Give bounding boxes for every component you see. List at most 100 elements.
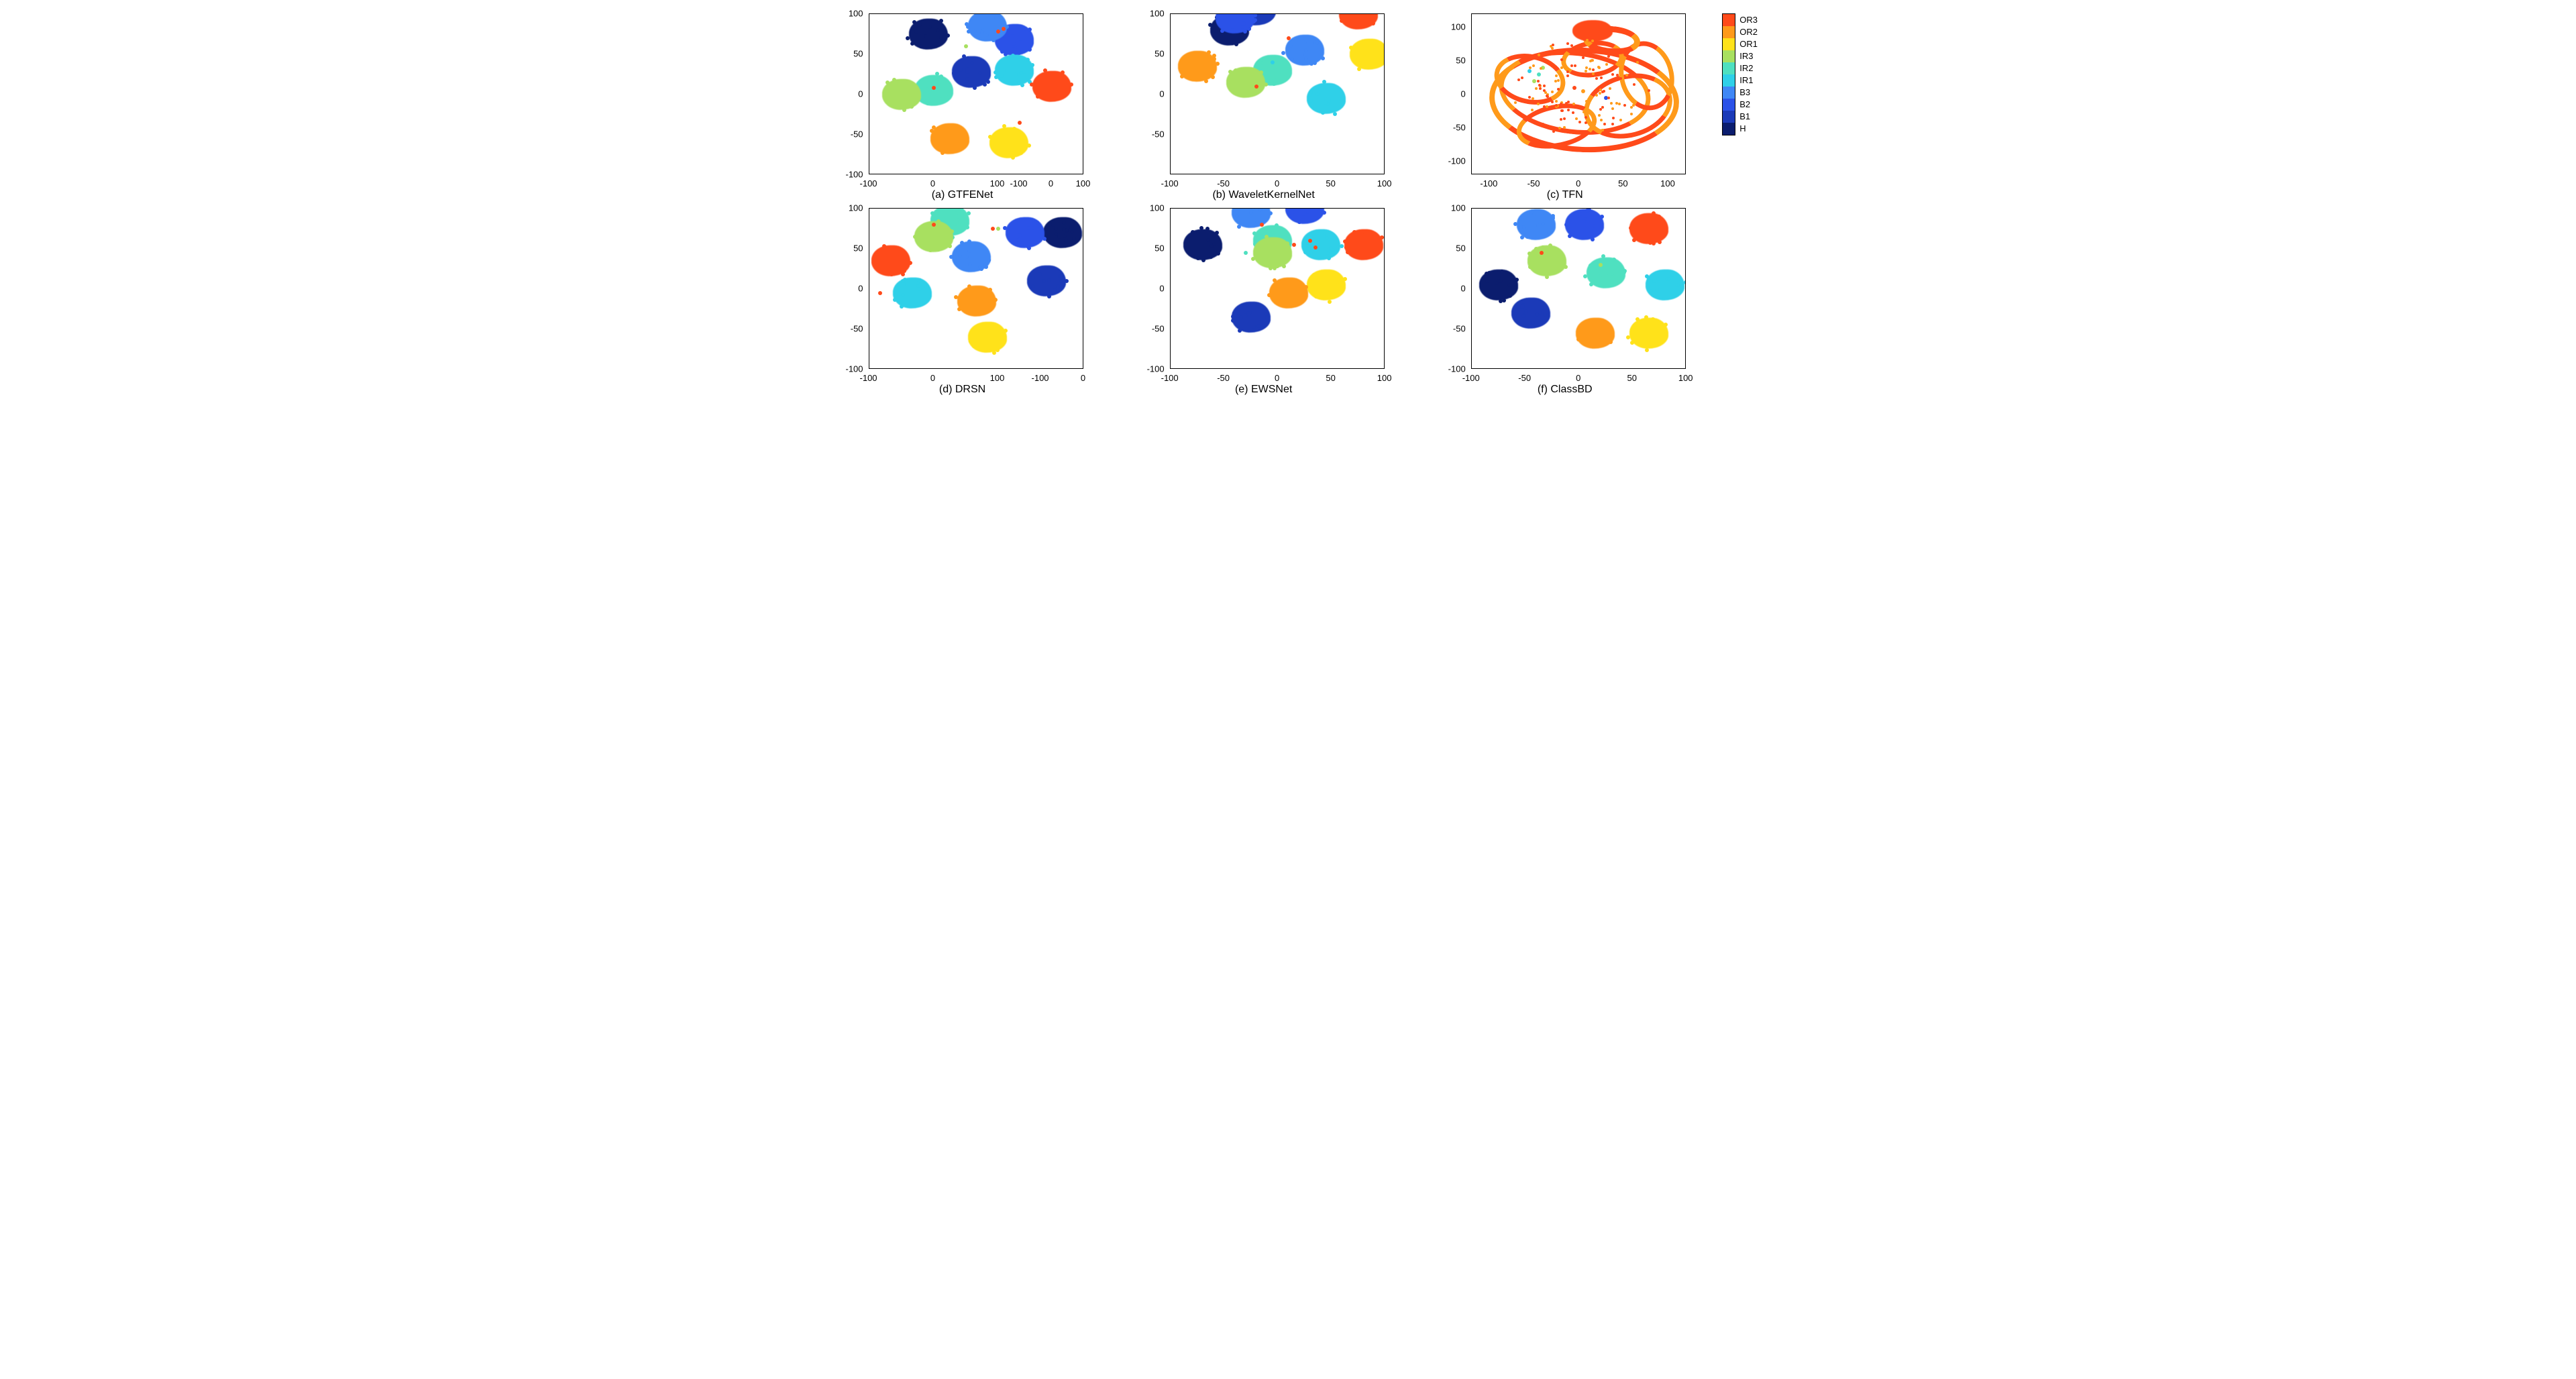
cluster-dot (1036, 95, 1040, 99)
cluster-dot (1264, 229, 1268, 233)
cluster-dot (966, 25, 970, 29)
swirl-dot (1551, 91, 1554, 93)
cluster-dot (1016, 144, 1020, 148)
cluster-dot (1378, 237, 1382, 241)
swirl-dot (1531, 109, 1534, 111)
cluster-dot (1304, 285, 1308, 289)
cluster-dot (984, 265, 988, 269)
cluster-dot (1042, 237, 1046, 241)
cluster-dot (1321, 274, 1325, 278)
cluster-dot (1592, 224, 1596, 228)
cluster-dot (1604, 334, 1608, 338)
cluster-dot (930, 230, 934, 234)
cluster-dot (1020, 243, 1024, 247)
cluster-dot (1500, 270, 1504, 274)
cluster-dot (1056, 284, 1060, 288)
cluster-dot (1314, 294, 1318, 298)
cluster-dot (1299, 287, 1303, 291)
panel-f: -100-50050100-100-50050100(f) ClassBD (1421, 208, 1709, 396)
cluster-dot (918, 287, 922, 291)
cluster-dot (918, 23, 922, 27)
cluster-dot (1044, 266, 1048, 270)
cluster-dot (914, 30, 918, 34)
cluster-dot (1508, 294, 1512, 298)
cluster-dot (1196, 231, 1200, 235)
cluster-dot (948, 244, 952, 248)
cluster-dot (979, 267, 983, 271)
ytick-label: -50 (1152, 129, 1165, 140)
cluster-dot (901, 293, 905, 297)
xtick-label: -50 (1217, 178, 1230, 188)
swirl-dot (1517, 78, 1520, 81)
swirl-dot (1586, 108, 1589, 111)
swirl-dot (1603, 90, 1605, 93)
ytick-label: 100 (1451, 203, 1466, 213)
xtick-label: 50 (1618, 178, 1627, 188)
cluster-dot (1191, 253, 1195, 257)
cluster-dot (1284, 287, 1288, 291)
panel-a: -100-50050100-1000100-1000100(a) GTFENet (818, 13, 1106, 201)
cluster-dot (1199, 226, 1203, 230)
cluster-dot (1547, 231, 1551, 235)
cluster-dot (949, 255, 953, 259)
swirl-dot (1625, 74, 1628, 76)
cluster-dot (969, 339, 973, 343)
cluster-dot (1371, 21, 1375, 25)
cluster-dot (1237, 225, 1241, 229)
cluster-dot (1199, 60, 1203, 64)
cluster-dot (967, 239, 971, 243)
cluster-dot (1309, 99, 1313, 103)
cluster-dot (929, 243, 933, 247)
outlier-dot (1260, 223, 1264, 227)
cluster-dot (1645, 348, 1649, 352)
cluster-dot (898, 264, 902, 268)
plot-wrap: -100-50050100-1000100-1000 (842, 208, 1083, 369)
cluster-dot (1228, 70, 1232, 74)
swirl-dot (1566, 70, 1569, 73)
outlier-dot (1313, 245, 1318, 250)
cluster-dot (943, 144, 947, 148)
cluster-dot (1597, 274, 1601, 278)
cluster-dot (992, 351, 996, 355)
colorbar-seg-B2 (1723, 99, 1735, 111)
plot-area (869, 208, 1083, 369)
cluster-dot (1029, 219, 1033, 223)
swirl-dot (1607, 97, 1610, 99)
cluster-dot (980, 30, 984, 34)
outlier-dot (996, 227, 1000, 231)
cluster-dot (1251, 257, 1255, 261)
cluster-dot (1599, 335, 1603, 339)
cluster-dot (1321, 111, 1325, 115)
cluster-dot (1247, 27, 1251, 31)
cluster-dot (1364, 20, 1368, 24)
plot-wrap: -100-50050100-100-50050100 (1444, 13, 1686, 174)
cluster-dot (1582, 219, 1586, 223)
cluster-dot (1649, 289, 1653, 293)
swirl-dot (1540, 67, 1542, 70)
cluster-dot (1055, 72, 1059, 76)
cluster-dot (873, 262, 877, 266)
cluster-dot (939, 74, 943, 78)
cluster-dot (1285, 233, 1289, 237)
cluster-dot (949, 124, 953, 128)
cluster-dot (910, 105, 914, 109)
xtick-label: -50 (1527, 178, 1540, 188)
cluster-dot (985, 343, 989, 347)
cluster-dot (934, 241, 938, 245)
cluster-dot (943, 31, 947, 35)
cluster-dot (1259, 70, 1263, 74)
cluster-dot (1684, 280, 1686, 284)
swirl-dot (1618, 103, 1621, 105)
cluster-dot (1495, 281, 1499, 285)
cluster-dot (1658, 240, 1662, 244)
cluster-dot (1327, 276, 1331, 280)
swirl-outlier (1527, 69, 1532, 73)
cluster-dot (1030, 63, 1034, 67)
cluster-dot (1229, 87, 1233, 91)
cluster-dot (941, 151, 945, 155)
cluster-dot (1002, 124, 1006, 128)
outlier-dot (878, 291, 882, 295)
ytick (1170, 54, 1171, 55)
cluster-dot (1019, 71, 1023, 75)
cluster-dot (936, 221, 941, 225)
